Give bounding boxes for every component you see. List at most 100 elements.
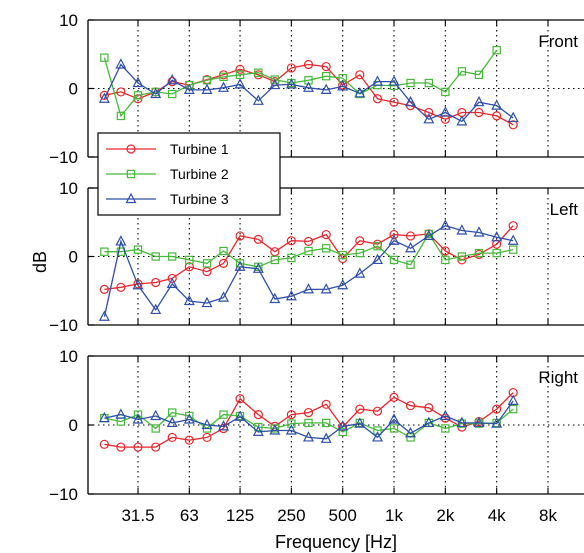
data-point	[507, 234, 519, 245]
data-point	[439, 219, 451, 230]
data-point	[473, 95, 485, 107]
data-point	[285, 289, 297, 301]
y-axis-label: dB	[30, 251, 50, 273]
data-point	[337, 80, 349, 91]
legend-entry: Turbine 3	[106, 191, 229, 207]
data-point	[439, 106, 451, 117]
data-point	[116, 282, 126, 292]
data-point	[100, 53, 109, 62]
data-point	[492, 45, 501, 55]
data-point	[508, 221, 518, 231]
legend: Turbine 1 Turbine 2 Turbine 3	[97, 132, 281, 216]
data-point	[389, 255, 399, 265]
series-line	[104, 400, 514, 440]
data-point	[440, 114, 450, 124]
x-tick-label: 2k	[436, 506, 454, 525]
data-point	[235, 394, 245, 404]
data-point	[354, 87, 366, 98]
data-point	[441, 424, 450, 433]
data-point	[99, 439, 109, 449]
data-point	[423, 229, 435, 241]
data-point	[99, 90, 109, 100]
data-point	[150, 303, 162, 315]
x-tick-label: 500	[329, 506, 357, 525]
data-point	[388, 234, 400, 245]
data-point	[151, 277, 161, 288]
series-line	[104, 232, 514, 268]
panel-background	[88, 356, 584, 494]
data-point	[507, 394, 519, 405]
data-point	[270, 247, 280, 257]
data-point	[183, 83, 195, 94]
data-point	[388, 413, 400, 424]
data-point	[253, 410, 263, 420]
data-point	[287, 253, 296, 263]
data-point	[286, 410, 296, 420]
data-point	[320, 283, 332, 294]
data-point	[491, 417, 503, 428]
data-point	[492, 111, 502, 121]
data-point	[424, 78, 434, 88]
data-point	[98, 92, 110, 103]
data-point	[338, 250, 347, 260]
data-point	[150, 409, 162, 421]
data-point	[424, 107, 434, 118]
data-point	[184, 435, 194, 445]
data-point	[491, 99, 503, 110]
data-point	[202, 432, 212, 443]
panel-right: −10 0 10 Right 31.5 63 125 250 500 1k 2k 4k 8k	[49, 347, 584, 525]
legend-label: Turbine 2	[170, 166, 229, 182]
data-point	[457, 252, 467, 261]
data-point	[167, 432, 177, 443]
data-point	[441, 87, 450, 97]
data-point	[168, 89, 177, 99]
data-point	[115, 58, 127, 69]
data-point	[405, 241, 417, 253]
y-tick-label: 0	[69, 80, 78, 99]
y-tick-label: 0	[69, 248, 78, 267]
data-point	[151, 252, 160, 261]
data-point	[285, 78, 297, 89]
y-tick-label: 0	[69, 416, 78, 435]
data-point	[116, 442, 126, 452]
data-point	[151, 424, 160, 433]
y-tick-label: 10	[59, 347, 78, 366]
data-point	[337, 420, 349, 431]
data-point	[168, 252, 177, 261]
data-point	[218, 81, 230, 92]
data-point	[405, 95, 417, 107]
data-point	[132, 278, 144, 290]
data-point	[183, 294, 195, 306]
data-point	[166, 416, 178, 428]
data-point	[133, 410, 143, 419]
data-point	[491, 231, 503, 242]
data-point	[219, 72, 228, 82]
series-turbine-2	[100, 229, 518, 271]
y-tick-label: 10	[59, 179, 78, 198]
data-point	[285, 424, 297, 435]
data-point	[201, 296, 213, 308]
x-tick-label: 250	[277, 506, 305, 525]
data-point	[439, 409, 451, 421]
data-point	[456, 115, 468, 126]
data-point	[115, 408, 127, 419]
data-point	[133, 91, 143, 100]
data-point	[424, 403, 434, 413]
data-point	[440, 246, 450, 256]
data-point	[321, 399, 331, 409]
data-point	[372, 253, 384, 265]
data-point	[355, 70, 365, 80]
legend-label: Turbine 1	[170, 141, 229, 157]
data-point	[423, 416, 435, 428]
data-point	[337, 278, 349, 290]
data-point	[456, 224, 468, 235]
series-line	[104, 63, 514, 126]
x-tick-label: 8k	[539, 506, 557, 525]
data-point	[473, 226, 485, 237]
data-point	[116, 87, 126, 97]
panel-title: Front	[538, 32, 578, 51]
data-point	[507, 111, 519, 123]
data-point	[355, 236, 365, 246]
data-point	[304, 418, 313, 428]
